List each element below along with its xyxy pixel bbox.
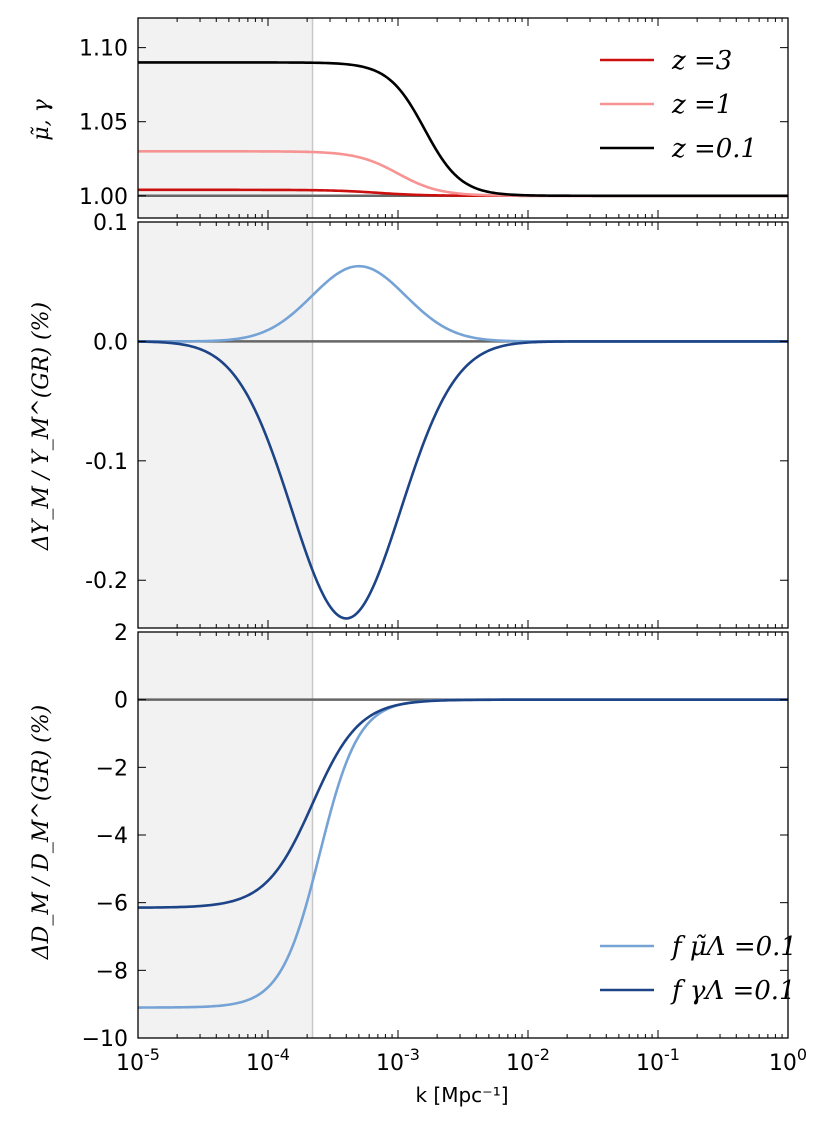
- series-line-z=0.1: [138, 61, 788, 198]
- bottom-ylabel: ΔD_M / D_M^(GR) (%): [29, 705, 54, 960]
- shaded-region: [138, 222, 313, 628]
- series-line-f_γΛ=0.1: [138, 340, 788, 620]
- x-axis-title: k [Mpc⁻¹]: [415, 1083, 508, 1107]
- y-tick-label: −6: [96, 892, 128, 917]
- x-tick-label-exp: -1: [664, 1045, 680, 1064]
- x-tick-label-exp: -4: [274, 1045, 290, 1064]
- x-tick-label: 10-4: [246, 1045, 290, 1076]
- x-tick-label: 10-1: [636, 1045, 680, 1076]
- panel-middle: 0.1 0.0 -0.1 -0.2: [85, 211, 789, 629]
- series-group: [138, 698, 788, 1009]
- y-tick-label: −10: [82, 1027, 128, 1052]
- y-tick-label: 2: [114, 621, 128, 646]
- y-tick-label: 0.0: [93, 330, 128, 355]
- series-line-f_γΛ=0.1: [138, 698, 788, 909]
- x-tick-label-base: 10: [769, 1051, 797, 1076]
- x-tick-label: 100: [769, 1045, 807, 1076]
- legend-label: z =0.1: [671, 134, 757, 164]
- y-tick-label: 1.10: [79, 37, 128, 62]
- y-tick-label: -0.2: [85, 569, 128, 594]
- x-tick-label-exp: -3: [404, 1045, 420, 1064]
- x-tick-label-base: 10: [116, 1051, 144, 1076]
- y-tick-label: 1.05: [79, 111, 128, 136]
- y-tick-label: 1.00: [79, 185, 128, 210]
- x-tick-label-exp: 0: [797, 1045, 807, 1064]
- top-ylabel-text: μ̃, γ: [29, 98, 54, 140]
- middle-ylabel: ΔY_M / Y_M^(GR) (%): [29, 302, 54, 551]
- y-tick-label: −2: [96, 756, 128, 781]
- shaded-region: [138, 632, 313, 1038]
- panel-top: 1.00 1.05 1.10 z =3 z =1 z =0.1: [79, 17, 789, 219]
- top-ylabel: μ̃, γ: [29, 98, 54, 140]
- bottom-ylabel-text: ΔD_M / D_M^(GR) (%): [29, 705, 54, 960]
- y-tick-label: 0.1: [93, 211, 128, 236]
- x-tick-label: 10-2: [506, 1045, 550, 1076]
- x-tick-label-exp: -5: [144, 1045, 160, 1064]
- y-tick-label: -0.1: [85, 450, 128, 475]
- x-tick-label: 10-5: [116, 1045, 160, 1076]
- x-tick-label-base: 10: [376, 1051, 404, 1076]
- shaded-region: [138, 18, 313, 218]
- legend-label: f γΛ =0.1: [670, 976, 796, 1006]
- legend-label: z =1: [671, 90, 732, 120]
- legend-label: f μ̃Λ =0.1: [670, 932, 797, 962]
- x-tick-label: 10-3: [376, 1045, 420, 1076]
- y-tick-label: −8: [96, 959, 128, 984]
- panel-frame: [137, 221, 789, 629]
- x-tick-label-base: 10: [506, 1051, 534, 1076]
- panel-frame: [137, 17, 789, 219]
- series-group: [138, 61, 788, 198]
- legend-label: z =3: [671, 46, 732, 76]
- y-tick-label: 0: [114, 689, 128, 714]
- x-tick-label-base: 10: [246, 1051, 274, 1076]
- y-tick-label: −4: [96, 824, 128, 849]
- middle-ylabel-text: ΔY_M / Y_M^(GR) (%): [29, 302, 54, 551]
- x-tick-label-exp: -2: [534, 1045, 550, 1064]
- x-tick-label-base: 10: [636, 1051, 664, 1076]
- series-group: [138, 264, 788, 620]
